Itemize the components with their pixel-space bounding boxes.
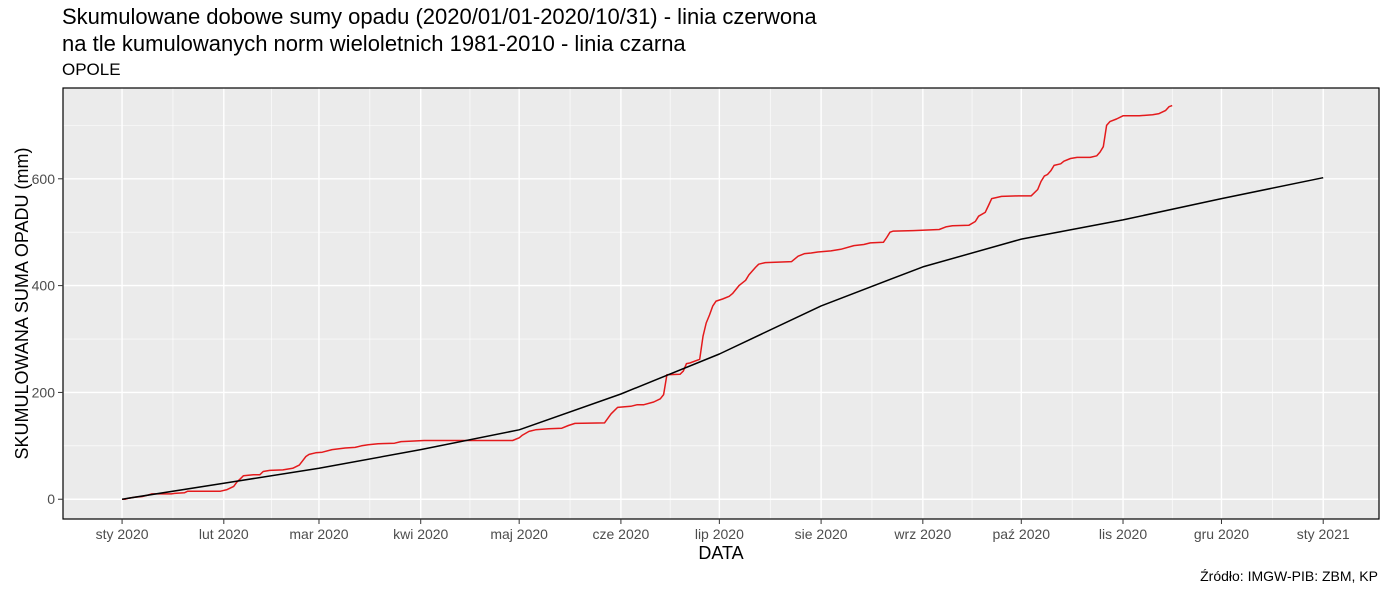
x-tick-label: paź 2020 [992, 526, 1050, 542]
grid-major [63, 88, 1379, 519]
x-axis-title: DATA [698, 543, 743, 563]
x-tick-label: cze 2020 [592, 526, 649, 542]
chart-title-line-1: Skumulowane dobowe sumy opadu (2020/01/0… [62, 4, 817, 29]
x-tick-label: mar 2020 [289, 526, 348, 542]
x-tick-label: kwi 2020 [393, 526, 448, 542]
y-axis-title: SKUMULOWANA SUMA OPADU (mm) [12, 147, 32, 459]
x-tick-label: lut 2020 [199, 526, 249, 542]
x-tick-label: sty 2021 [1297, 526, 1350, 542]
x-tick-label: lip 2020 [695, 526, 744, 542]
x-axis: sty 2020 lut 2020 mar 2020 kwi 2020 maj 2020… [96, 519, 1350, 542]
plot-border [62, 87, 1380, 520]
series-line-normal [121, 176, 1324, 500]
source-caption: Źródło: IMGW-PIB: ZBM, KP [1200, 568, 1378, 584]
x-tick-label: sty 2020 [96, 526, 149, 542]
plot-panel [63, 88, 1379, 519]
y-tick-label: 200 [32, 384, 56, 400]
chart-subtitle-station: OPOLE [62, 60, 121, 79]
y-tick-label: 0 [47, 491, 55, 507]
y-tick-label: 600 [32, 171, 56, 187]
x-tick-label: sie 2020 [795, 526, 848, 542]
x-tick-label: lis 2020 [1099, 526, 1147, 542]
x-tick-label: wrz 2020 [893, 526, 951, 542]
y-tick-label: 400 [32, 278, 56, 294]
chart-title-line-2: na tle kumulowanych norm wieloletnich 19… [62, 31, 686, 56]
grid-minor [63, 88, 1379, 519]
x-tick-label: gru 2020 [1194, 526, 1249, 542]
y-axis: 0 200 400 600 [32, 171, 63, 507]
series-line-observed [122, 104, 1173, 500]
x-tick-label: maj 2020 [490, 526, 548, 542]
series-layer [121, 104, 1324, 500]
